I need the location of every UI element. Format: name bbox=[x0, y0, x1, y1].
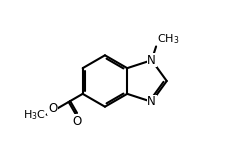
Text: O: O bbox=[72, 115, 82, 128]
Text: O: O bbox=[48, 102, 57, 115]
Text: N: N bbox=[147, 95, 156, 108]
Text: N: N bbox=[147, 54, 156, 67]
Text: H$_3$C: H$_3$C bbox=[23, 108, 46, 122]
Text: CH$_3$: CH$_3$ bbox=[157, 32, 179, 46]
